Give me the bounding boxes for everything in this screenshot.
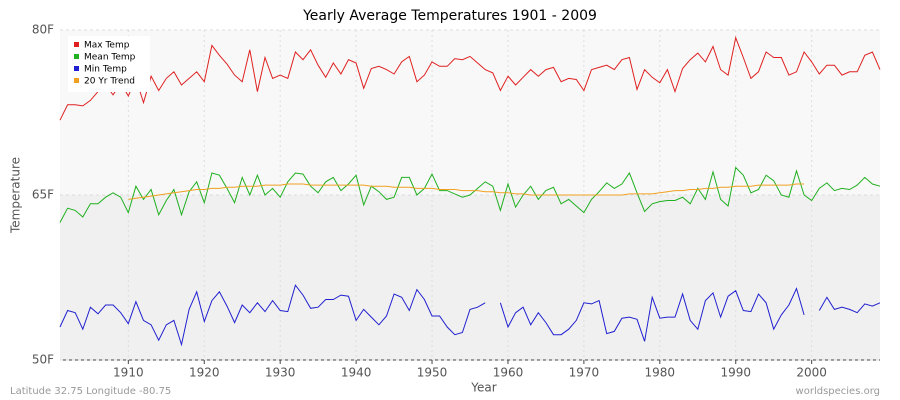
series-line: [59, 35, 881, 121]
footer-source: worldspecies.org: [796, 386, 880, 397]
x-tick-label: 1930: [265, 366, 296, 380]
y-axis-label: Temperature: [9, 157, 23, 234]
footer-location: Latitude 32.75 Longitude -80.75: [10, 386, 171, 397]
y-tick-label: 50F: [32, 353, 54, 367]
x-axis-label: Year: [470, 381, 496, 395]
y-tick-label: 65F: [32, 188, 54, 202]
legend-swatch: [74, 42, 79, 47]
x-tick-label: 1950: [417, 366, 448, 380]
x-tick-label: 1970: [569, 366, 600, 380]
legend-swatch: [74, 54, 79, 59]
legend-label: 20 Yr Trend: [84, 77, 135, 87]
x-tick-label: 1960: [493, 366, 524, 380]
x-tick-label: 1920: [189, 366, 220, 380]
legend-swatch: [74, 78, 79, 83]
series-line: [59, 166, 881, 223]
x-tick-label: 1980: [645, 366, 676, 380]
series-line: [128, 183, 805, 200]
legend-label: Mean Temp: [84, 53, 136, 63]
legend-label: Max Temp: [84, 41, 130, 51]
legend-box: [68, 36, 150, 92]
legend-swatch: [74, 66, 79, 71]
plot-band-upper: [60, 30, 880, 195]
x-tick-label: 2000: [796, 366, 827, 380]
x-tick-label: 1940: [341, 366, 372, 380]
x-tick-label: 1990: [720, 366, 751, 380]
y-tick-label: 80F: [32, 23, 54, 37]
legend-label: Min Temp: [84, 65, 127, 75]
x-tick-label: 1910: [113, 366, 144, 380]
series-line: [59, 284, 881, 347]
chart-title: Yearly Average Temperatures 1901 - 2009: [302, 8, 597, 24]
plot-band-lower: [60, 195, 880, 360]
